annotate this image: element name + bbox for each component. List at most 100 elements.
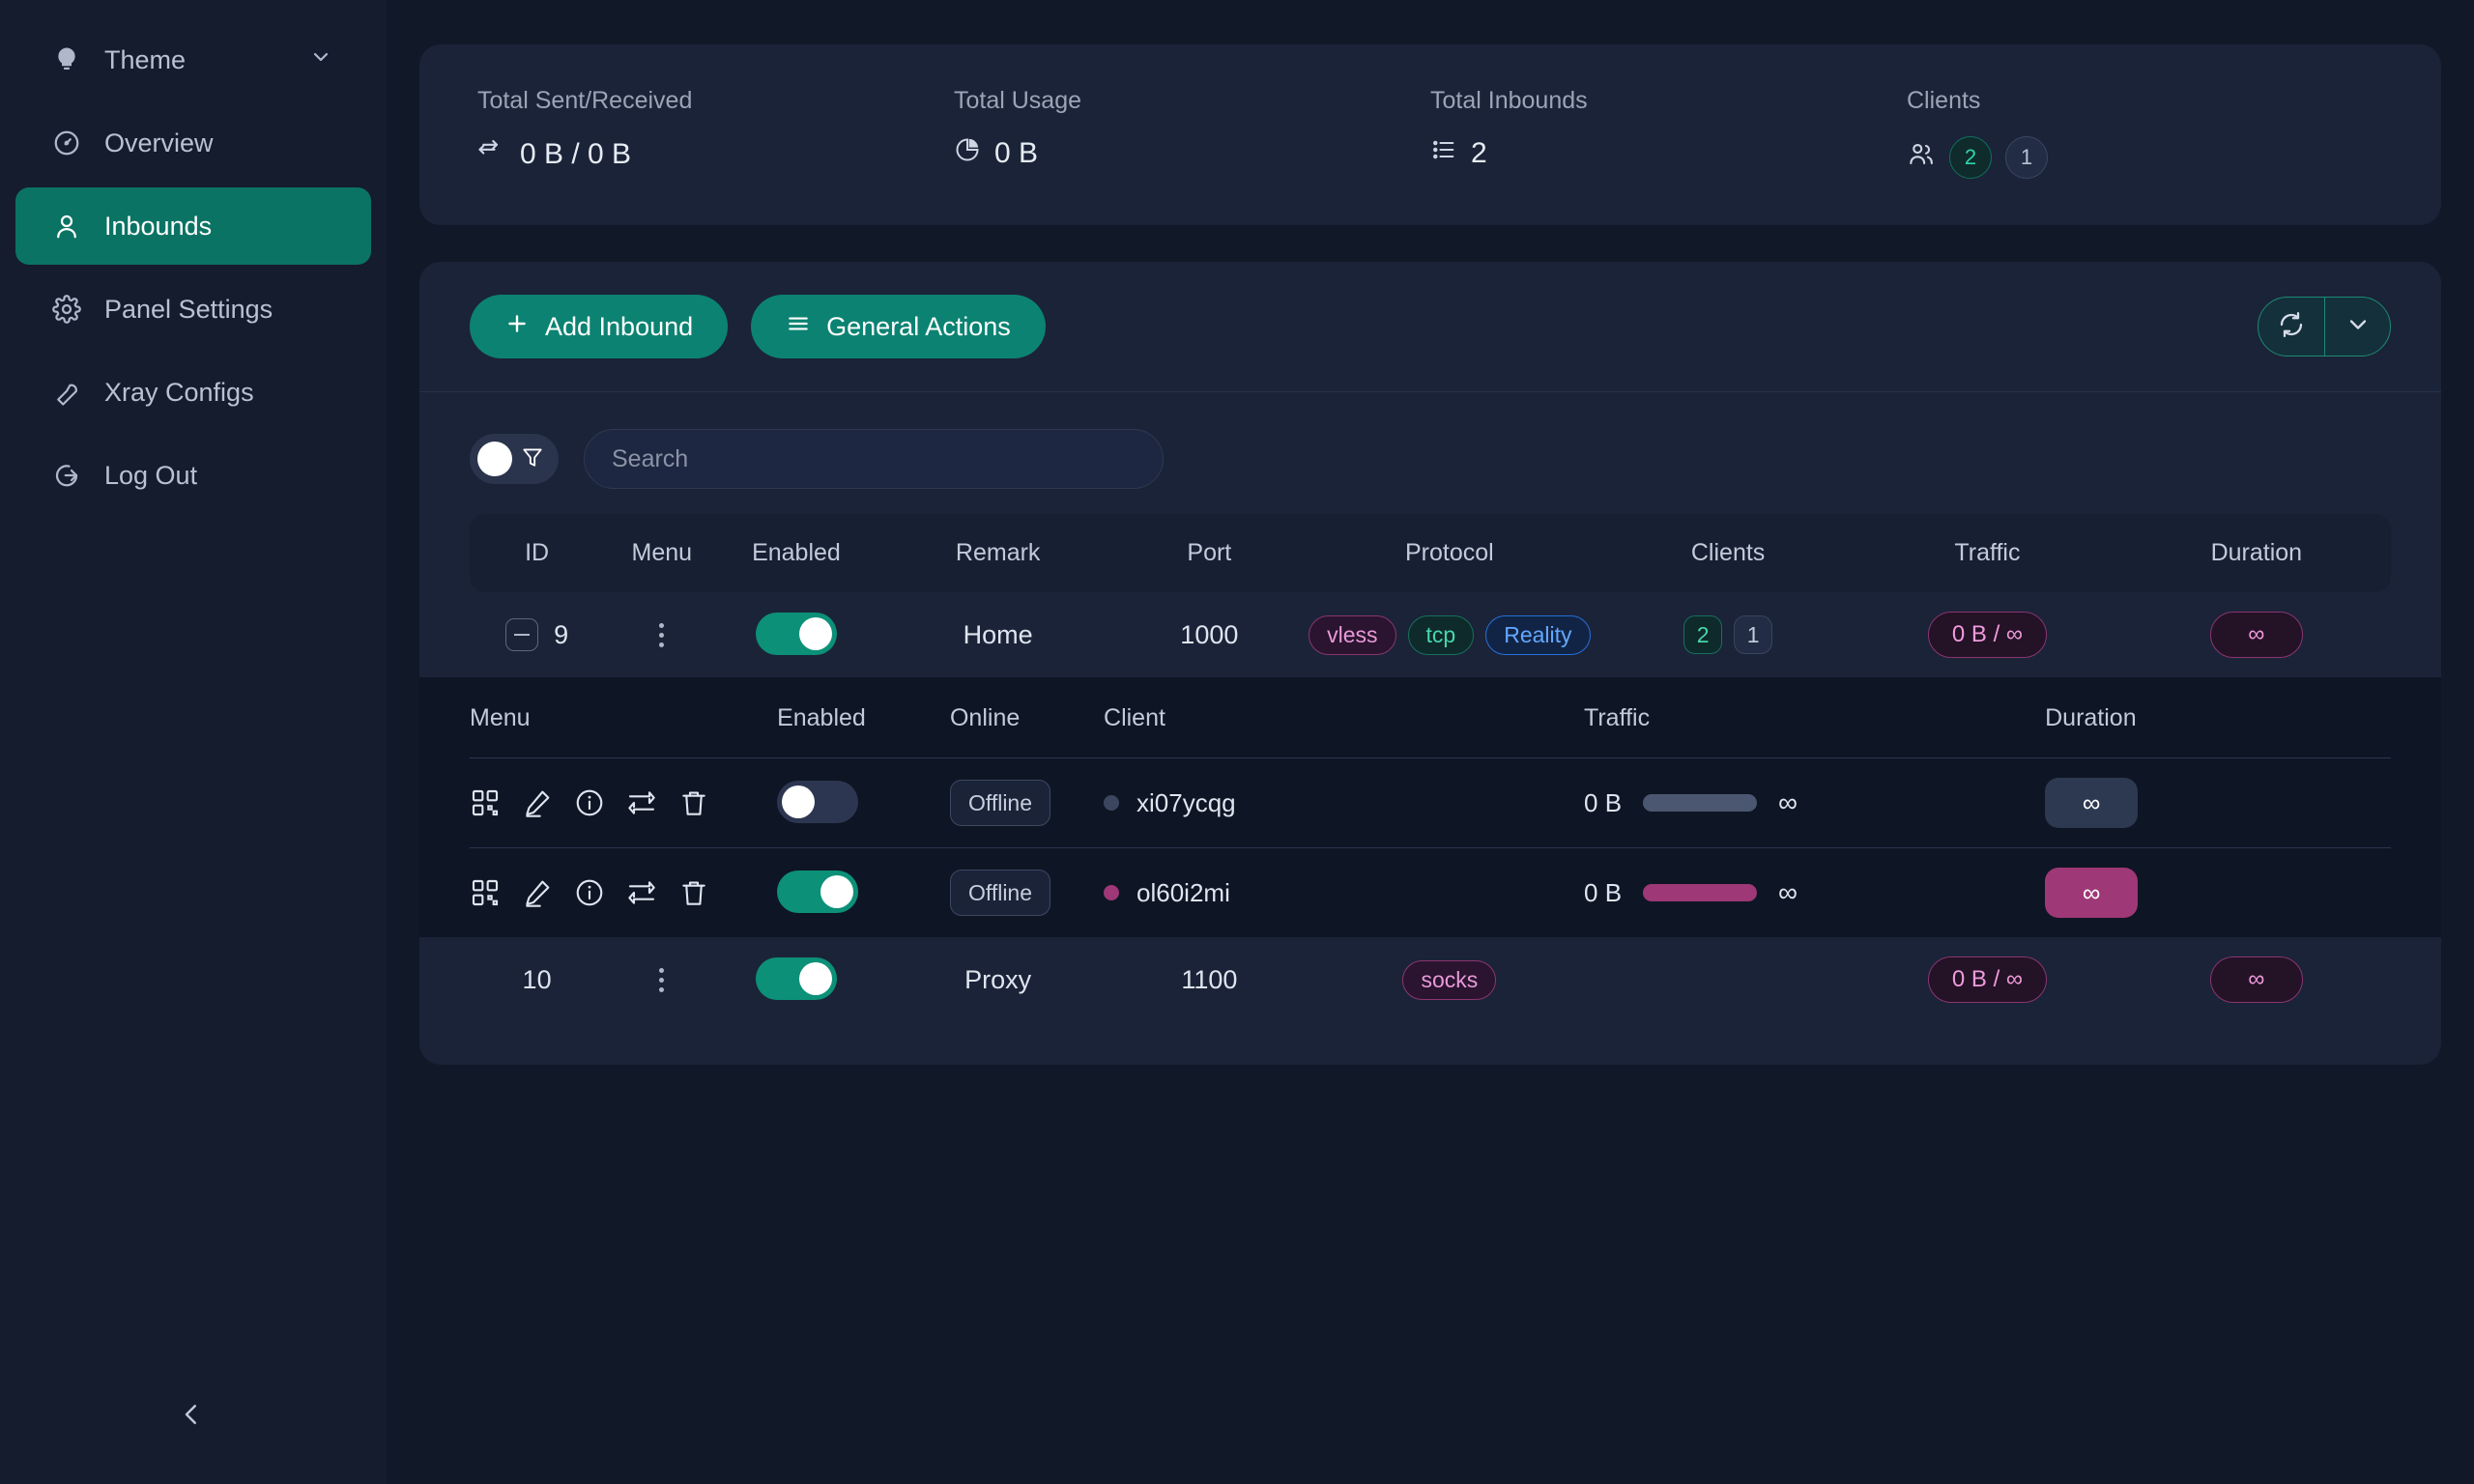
actions-bar: Add Inbound General Actions	[419, 262, 2441, 392]
client-enabled-toggle[interactable]	[777, 870, 859, 913]
table-row[interactable]: 10 Proxy 1100 socks	[470, 937, 2391, 1022]
subcol-menu: Menu	[470, 704, 531, 731]
stat-value: 0 B / 0 B	[520, 138, 632, 170]
col-clients[interactable]: Clients	[1602, 514, 1854, 592]
delete-icon[interactable]	[678, 877, 709, 908]
protocol-tag: Reality	[1485, 614, 1591, 655]
sidebar-item-panel-settings[interactable]: Panel Settings	[15, 271, 371, 348]
clients-sub-table-wrap: Menu Enabled Online Client Traffic Durat…	[419, 677, 2441, 937]
col-traffic[interactable]: Traffic	[1853, 514, 2122, 592]
sidebar-item-inbounds[interactable]: Inbounds	[15, 187, 371, 265]
info-icon[interactable]	[574, 787, 605, 818]
edit-icon[interactable]	[522, 877, 553, 908]
col-port[interactable]: Port	[1122, 514, 1296, 592]
search-input[interactable]	[584, 429, 1164, 489]
general-actions-button[interactable]: General Actions	[751, 295, 1046, 358]
cell-id: 10	[522, 964, 552, 994]
sidebar-item-overview[interactable]: Overview	[15, 104, 371, 182]
cell-enabled	[719, 937, 873, 1022]
chevron-down-icon[interactable]	[309, 45, 332, 75]
col-enabled[interactable]: Enabled	[719, 514, 874, 592]
hamburger-icon	[786, 311, 811, 343]
traffic-badge: 0 B / ∞	[1927, 612, 2048, 658]
cell-client-actions	[470, 847, 778, 937]
cell-remark: Proxy	[964, 964, 1032, 994]
traffic-badge: 0 B / ∞	[1927, 956, 2048, 1003]
edit-icon[interactable]	[522, 787, 553, 818]
row-id: 9	[554, 619, 569, 649]
col-id[interactable]: ID	[470, 514, 605, 592]
traffic-bar	[1643, 884, 1758, 901]
qr-code-icon[interactable]	[470, 787, 501, 818]
kebab-icon[interactable]	[604, 622, 719, 647]
reset-icon[interactable]	[626, 877, 657, 908]
stat-value: 2	[1471, 137, 1487, 169]
client-row[interactable]: Offline xi07ycqg 0 B	[470, 757, 2391, 848]
refresh-dropdown-button[interactable]	[2324, 298, 2390, 356]
delete-icon[interactable]	[678, 787, 709, 818]
minus-square-icon[interactable]	[505, 618, 539, 651]
client-name: ol60i2mi	[1136, 877, 1230, 907]
sidebar-item-theme[interactable]: Theme	[15, 21, 371, 99]
cell-protocol: vless tcp Reality	[1296, 592, 1603, 677]
col-protocol[interactable]: Protocol	[1295, 514, 1603, 592]
cell-traffic: 0 B / ∞	[1853, 937, 2121, 1022]
col-remark[interactable]: Remark	[873, 514, 1123, 592]
cell-traffic: 0 B / ∞	[1853, 592, 2121, 677]
sidebar-item-label: Xray Configs	[104, 377, 254, 407]
traffic-bar	[1643, 794, 1758, 812]
stat-label: Clients	[1907, 87, 1981, 114]
refresh-button[interactable]	[2258, 298, 2324, 356]
pie-icon	[954, 136, 981, 171]
cell-protocol: socks	[1296, 937, 1603, 1022]
refresh-icon	[2277, 310, 2306, 344]
sidebar-item-label: Overview	[104, 128, 214, 157]
stat-value-wrap: 2 1	[1907, 136, 2383, 179]
search-row	[419, 392, 2441, 514]
sidebar-item-xray-configs[interactable]: Xray Configs	[15, 354, 371, 431]
subcol-duration: Duration	[2045, 704, 2137, 731]
cell-client-name: ol60i2mi	[1104, 847, 1585, 937]
cell-client-traffic: 0 B ∞	[1584, 757, 2046, 848]
add-inbound-button[interactable]: Add Inbound	[470, 295, 729, 358]
client-enabled-toggle[interactable]	[777, 781, 859, 823]
cell-port: 1100	[1181, 964, 1238, 994]
qr-code-icon[interactable]	[470, 877, 501, 908]
stat-label: Total Usage	[954, 87, 1082, 114]
info-icon[interactable]	[574, 877, 605, 908]
table-header-row: ID Menu Enabled Remark Port Protocol Cli…	[470, 514, 2391, 592]
filter-toggle[interactable]	[470, 434, 559, 484]
traffic-used: 0 B	[1584, 787, 1623, 817]
inbounds-table-wrap: ID Menu Enabled Remark Port Protocol Cli…	[419, 514, 2441, 677]
chevron-left-icon	[177, 1400, 206, 1434]
duration-badge: ∞	[2209, 956, 2303, 1003]
duration-badge: ∞	[2045, 868, 2139, 918]
clients-active-badge: 2	[1683, 615, 1723, 654]
cell-menu	[604, 937, 719, 1022]
stat-value: 0 B	[994, 137, 1039, 169]
users-icon	[1907, 139, 1936, 176]
cell-client-duration: ∞	[2045, 847, 2391, 937]
reset-icon[interactable]	[626, 787, 657, 818]
table-row[interactable]: 9 Home 1000	[470, 592, 2391, 677]
subcol-enabled: Enabled	[777, 704, 866, 731]
client-row[interactable]: Offline ol60i2mi 0 B	[470, 847, 2391, 937]
bulb-icon	[50, 43, 83, 76]
cell-remark: Home	[963, 619, 1033, 649]
cell-client-enabled	[777, 757, 950, 848]
cell-client-duration: ∞	[2045, 757, 2391, 848]
sidebar-collapse-button[interactable]	[170, 1395, 213, 1438]
toggle-knob	[477, 442, 512, 476]
cell-client-online: Offline	[949, 847, 1105, 937]
sidebar-item-label: Theme	[104, 44, 187, 74]
kebab-icon[interactable]	[604, 967, 719, 992]
row-enabled-toggle[interactable]	[755, 957, 837, 1000]
gear-icon	[50, 293, 83, 326]
col-duration[interactable]: Duration	[2121, 514, 2391, 592]
row-enabled-toggle[interactable]	[755, 613, 837, 655]
col-menu[interactable]: Menu	[604, 514, 720, 592]
protocol-tag: vless	[1309, 614, 1396, 655]
sidebar-item-log-out[interactable]: Log Out	[15, 437, 371, 514]
cell-duration: ∞	[2122, 592, 2391, 677]
logout-icon	[50, 459, 83, 492]
